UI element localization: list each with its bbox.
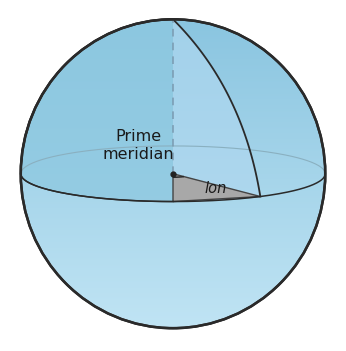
Polygon shape bbox=[173, 174, 260, 201]
Polygon shape bbox=[173, 19, 260, 201]
Polygon shape bbox=[21, 19, 173, 201]
Text: Prime
meridian: Prime meridian bbox=[102, 130, 174, 162]
Text: lon: lon bbox=[205, 181, 227, 196]
